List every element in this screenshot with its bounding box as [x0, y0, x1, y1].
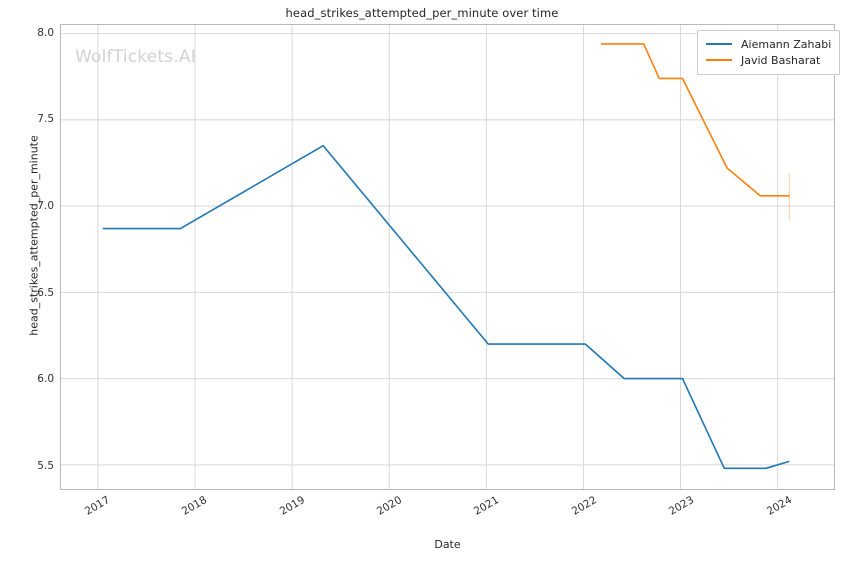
y-axis-tick-labels: 5.5 6.0 6.5 7.0 7.5 8.0: [0, 24, 54, 490]
y-tick-label: 7.0: [37, 199, 54, 212]
legend-label: Javid Basharat: [741, 53, 821, 67]
series-line-2: [601, 44, 789, 196]
series-line-1: [103, 146, 790, 469]
y-tick-label: 7.5: [37, 113, 54, 126]
x-tick-label: 2023: [667, 494, 697, 518]
x-tick-label: 2024: [764, 494, 794, 518]
x-axis-title: Date: [434, 538, 461, 551]
y-tick-label: 5.5: [37, 459, 54, 472]
x-tick-label: 2019: [277, 494, 307, 518]
legend-swatch-icon: [706, 59, 732, 61]
x-tick-label: 2018: [180, 494, 210, 518]
watermark-text: WolfTickets.AI: [75, 47, 196, 67]
x-tick-label: 2022: [569, 494, 599, 518]
legend-item-1[interactable]: Aiemann Zahabi: [706, 36, 831, 52]
legend-swatch-icon: [706, 43, 732, 45]
watermark-layer: WolfTickets.AI: [61, 25, 834, 489]
plot-area: WolfTickets.AI: [60, 24, 835, 490]
x-tick-label: 2017: [82, 494, 112, 518]
y-tick-label: 6.5: [37, 286, 54, 299]
legend-label: Aiemann Zahabi: [741, 37, 832, 51]
x-axis-tick-labels: 2017 2018 2019 2020 2021 2022 2023 2024: [60, 490, 835, 540]
series-lines: [61, 25, 834, 489]
y-tick-label: 8.0: [37, 26, 54, 39]
legend-item-2[interactable]: Javid Basharat: [706, 52, 831, 68]
chart-legend[interactable]: Aiemann Zahabi Javid Basharat: [697, 30, 841, 75]
x-tick-label: 2021: [472, 494, 502, 518]
chart-title: head_strikes_attempted_per_minute over t…: [285, 6, 559, 20]
x-tick-label: 2020: [374, 494, 405, 518]
y-tick-label: 6.0: [37, 373, 54, 386]
y-axis-title: head_strikes_attempted_per_minute: [27, 135, 41, 336]
